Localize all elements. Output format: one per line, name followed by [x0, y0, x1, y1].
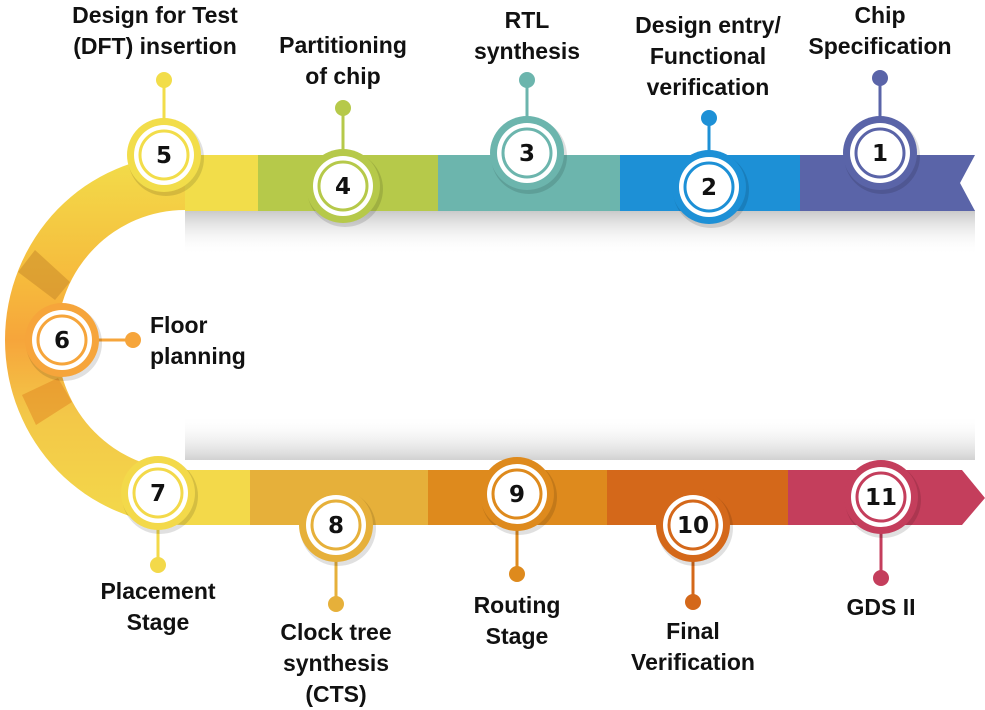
- step-number-5: 5: [156, 143, 172, 169]
- stem-dot-7: [150, 557, 166, 573]
- step-label-11: GDS II: [846, 594, 916, 620]
- step-label-9: Routing Stage: [473, 592, 561, 649]
- step-number-1: 1: [872, 141, 888, 167]
- step-number-3: 3: [519, 141, 535, 167]
- stem-dot-6: [125, 332, 141, 348]
- step-label-3: RTL synthesis: [473, 7, 581, 64]
- step-number-6: 6: [54, 328, 70, 354]
- ribbon-segment-5: [185, 155, 258, 211]
- step-node-7: 7: [121, 456, 198, 534]
- step-label-6: Floor planning: [150, 312, 246, 369]
- stem-dot-9: [509, 566, 525, 582]
- stem-dot-4: [335, 100, 351, 116]
- step-label-10: Final Verification: [631, 618, 755, 675]
- step-number-2: 2: [701, 175, 717, 201]
- step-label-5: Design for Test (DFT) insertion: [72, 2, 238, 59]
- step-number-11: 11: [865, 485, 897, 511]
- step-node-1: 1: [843, 116, 920, 194]
- stem-dot-10: [685, 594, 701, 610]
- u-turn-fold-top: [18, 250, 70, 300]
- bottom-ribbon-shadow: [185, 415, 975, 460]
- stem-dot-5: [156, 72, 172, 88]
- step-node-8: 8: [299, 488, 376, 566]
- step-label-8: Clock tree synthesis (CTS): [280, 619, 392, 707]
- stem-dot-3: [519, 72, 535, 88]
- step-node-11: 11: [844, 460, 921, 538]
- step-node-9: 9: [480, 457, 557, 535]
- step-node-10: 10: [656, 488, 733, 566]
- step-number-7: 7: [150, 481, 166, 507]
- step-node-4: 4: [306, 149, 383, 227]
- step-label-2: Design entry/ Functional verification: [635, 12, 781, 100]
- top-ribbon-shadow: [185, 210, 975, 255]
- step-label-4: Partitioning of chip: [279, 32, 407, 89]
- step-number-9: 9: [509, 482, 525, 508]
- step-node-6: 6: [25, 303, 102, 381]
- stem-dot-8: [328, 596, 344, 612]
- step-label-7: Placement Stage: [100, 578, 216, 635]
- step-node-5: 5: [127, 118, 204, 196]
- ribbon-segment-7: [185, 470, 250, 525]
- step-number-10: 10: [677, 513, 709, 539]
- step-number-8: 8: [328, 513, 344, 539]
- stem-dot-1: [872, 70, 888, 86]
- step-node-3: 3: [490, 116, 567, 194]
- stem-dot-11: [873, 570, 889, 586]
- step-node-2: 2: [672, 150, 749, 228]
- stem-dot-2: [701, 110, 717, 126]
- step-label-1: Chip Specification: [808, 2, 952, 59]
- u-turn-fold-bottom: [22, 378, 72, 425]
- chip-design-flow-diagram: 1 2 3 4 5 6 7 8 9 10 11: [5, 70, 985, 612]
- step-number-4: 4: [335, 174, 351, 200]
- u-turn-ribbon: [5, 155, 190, 525]
